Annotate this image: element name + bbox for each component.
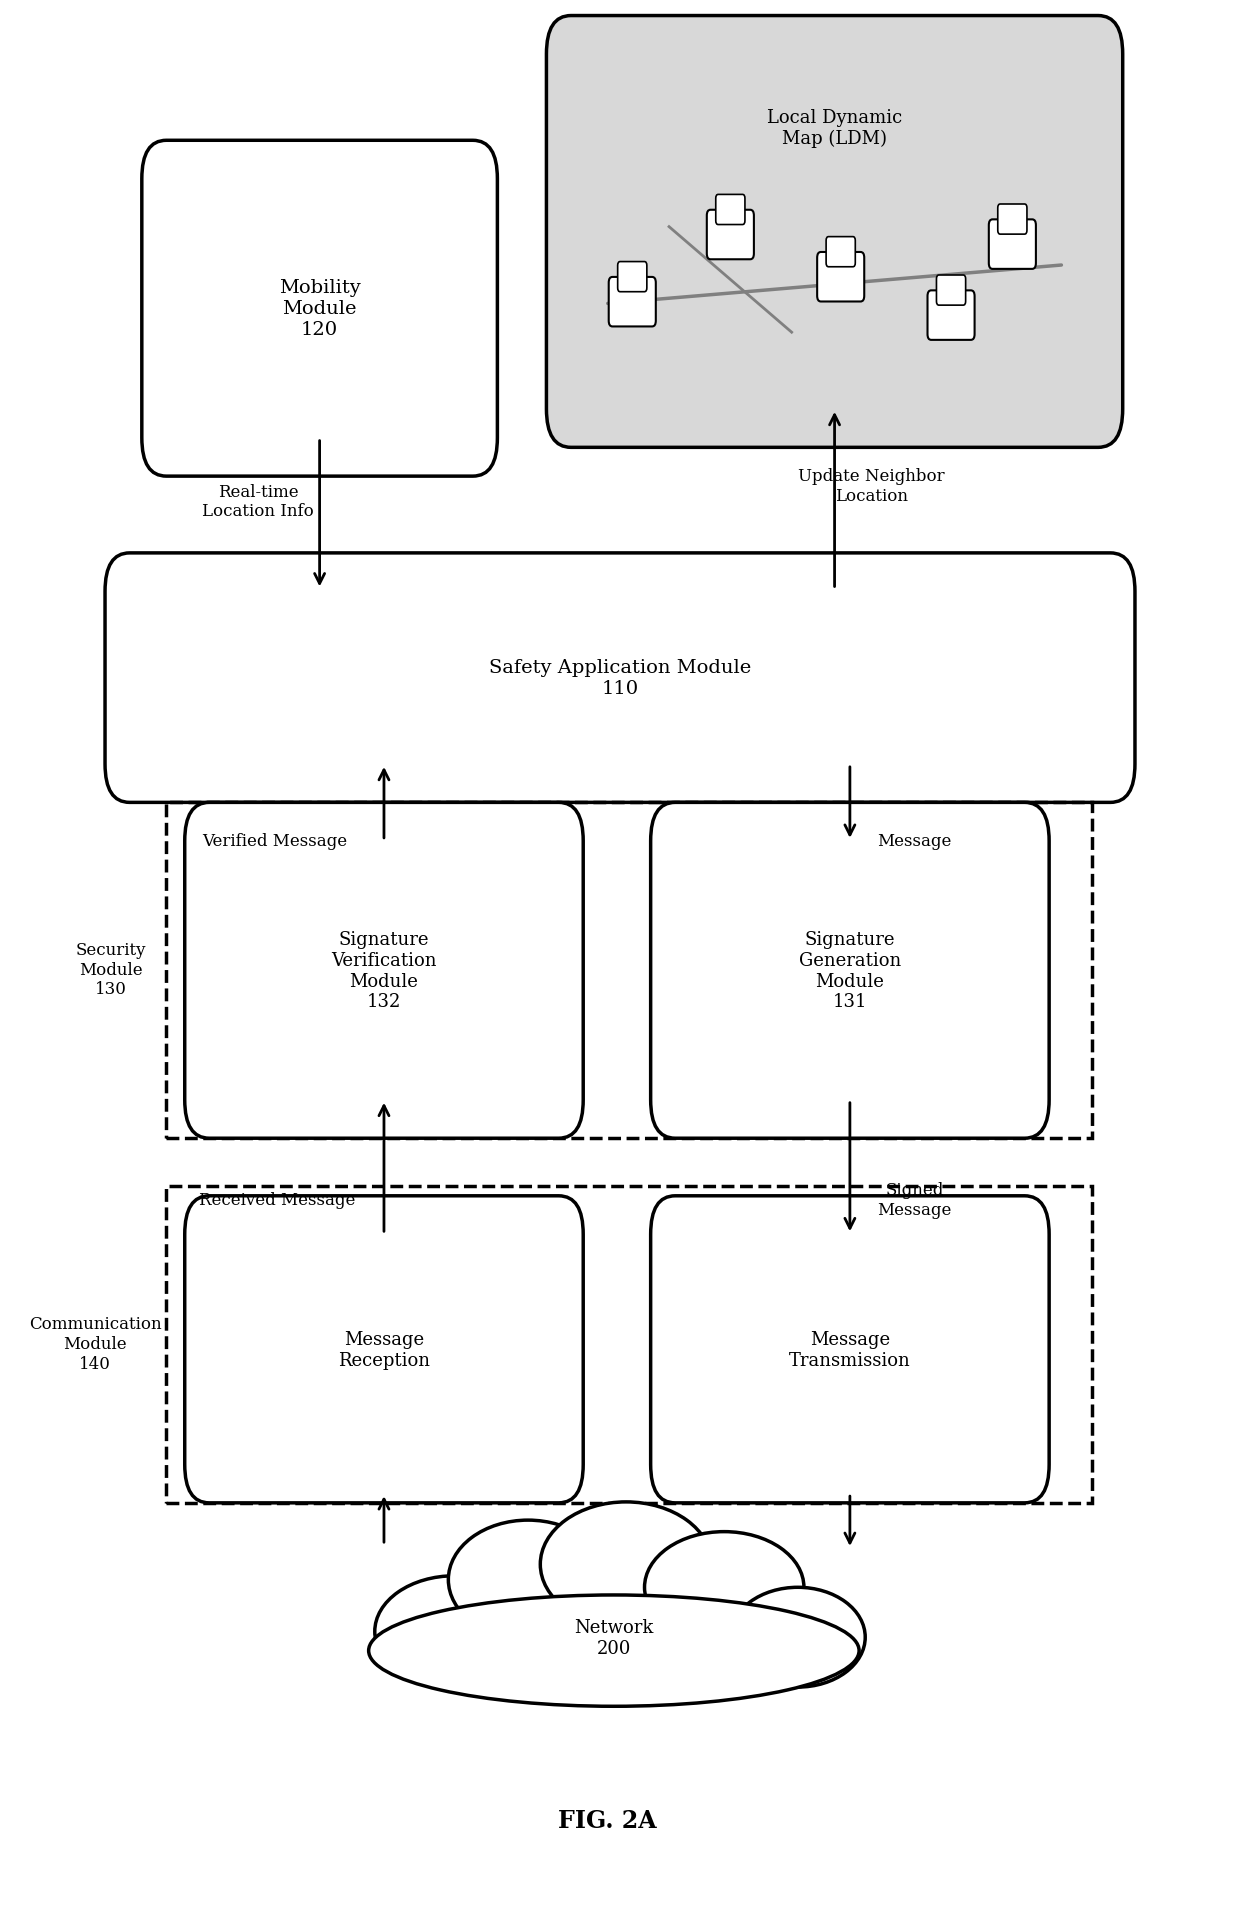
Text: Message
Transmission: Message Transmission (789, 1331, 910, 1370)
FancyBboxPatch shape (936, 276, 966, 305)
FancyBboxPatch shape (826, 238, 856, 269)
FancyBboxPatch shape (707, 211, 754, 261)
Text: Message
Reception: Message Reception (339, 1331, 430, 1370)
Ellipse shape (368, 1596, 859, 1706)
FancyBboxPatch shape (609, 278, 656, 327)
Ellipse shape (449, 1520, 608, 1638)
Text: Communication
Module
140: Communication Module 140 (29, 1316, 161, 1372)
FancyBboxPatch shape (817, 253, 864, 301)
FancyBboxPatch shape (185, 804, 583, 1138)
Text: Signature
Generation
Module
131: Signature Generation Module 131 (799, 931, 901, 1010)
Text: Mobility
Module
120: Mobility Module 120 (279, 280, 361, 338)
FancyBboxPatch shape (185, 1196, 583, 1503)
Text: Safety Application Module
110: Safety Application Module 110 (489, 659, 751, 697)
Text: FIG. 2A: FIG. 2A (558, 1808, 657, 1832)
Ellipse shape (350, 1569, 878, 1714)
Ellipse shape (541, 1501, 712, 1627)
Text: Real-time
Location Info: Real-time Location Info (202, 483, 314, 520)
FancyBboxPatch shape (105, 554, 1135, 804)
FancyBboxPatch shape (651, 804, 1049, 1138)
Text: Received Message: Received Message (198, 1192, 355, 1209)
Text: Network
200: Network 200 (574, 1617, 653, 1658)
FancyBboxPatch shape (547, 17, 1122, 448)
Text: Update Neighbor
Location: Update Neighbor Location (797, 468, 945, 504)
Text: Verified Message: Verified Message (202, 833, 347, 850)
FancyBboxPatch shape (651, 1196, 1049, 1503)
Ellipse shape (730, 1588, 866, 1687)
Ellipse shape (645, 1532, 804, 1642)
Text: Signature
Verification
Module
132: Signature Verification Module 132 (331, 931, 436, 1010)
FancyBboxPatch shape (988, 220, 1035, 270)
Text: Message: Message (878, 833, 952, 850)
Text: Signed
Message: Signed Message (878, 1182, 952, 1219)
FancyBboxPatch shape (141, 141, 497, 477)
Text: Local Dynamic
Map (LDM): Local Dynamic Map (LDM) (768, 108, 903, 147)
FancyBboxPatch shape (928, 292, 975, 340)
FancyBboxPatch shape (618, 263, 647, 292)
FancyBboxPatch shape (715, 195, 745, 226)
Ellipse shape (374, 1577, 534, 1687)
Text: Security
Module
130: Security Module 130 (76, 941, 146, 999)
FancyBboxPatch shape (998, 205, 1027, 236)
